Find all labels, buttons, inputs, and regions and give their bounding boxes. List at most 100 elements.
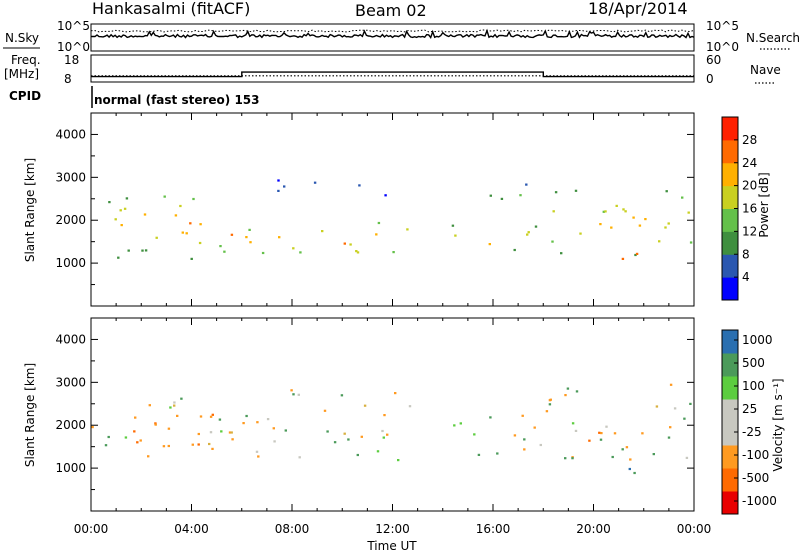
power-colorbar-label: 12 (742, 224, 757, 238)
velocity-data-cell (197, 443, 200, 446)
velocity-colorbar-label: 100 (742, 379, 765, 393)
station-title: Hankasalmi (fitACF) (92, 0, 250, 18)
velocity-colorbar-label: 25 (742, 402, 757, 416)
freq-panel-frame (90, 54, 695, 83)
velocity-data-cell (360, 435, 363, 438)
velocity-ytick-label: 3000 (55, 375, 86, 389)
noise-right-tick-top: 10^5 (706, 19, 739, 33)
power-data-cell (190, 257, 193, 260)
velocity-data-cell (549, 398, 552, 401)
velocity-data-cell (220, 430, 223, 433)
power-data-cell (358, 184, 361, 187)
velocity-data-cell (292, 393, 295, 396)
velocity-data-cell (564, 457, 567, 460)
time-tick-label: 12:00 (375, 522, 410, 536)
velocity-colorbar-swatch (722, 330, 738, 354)
noise-sky-line (90, 28, 695, 39)
power-ytick-label: 2000 (55, 213, 86, 227)
power-data-cell (141, 249, 144, 252)
velocity-data-cell (669, 383, 673, 386)
cpid-value: normal (fast stereo) 153 (94, 93, 260, 107)
power-data-cell (299, 251, 302, 254)
velocity-data-cell (477, 453, 481, 456)
power-ylabel: Slant Range [km] (23, 158, 37, 262)
velocity-data-cell (176, 414, 179, 417)
velocity-data-cell (266, 418, 270, 421)
power-data-cell (321, 230, 324, 233)
power-data-cell (123, 207, 127, 210)
power-data-cell (634, 253, 637, 257)
power-data-cell (554, 191, 558, 194)
velocity-data-cell (453, 424, 456, 427)
velocity-data-cell (197, 432, 200, 436)
time-tick-label: 00:00 (74, 522, 109, 536)
beam-title: Beam 02 (355, 1, 427, 20)
velocity-colorbar-label: -500 (742, 471, 769, 485)
velocity-data-cell (326, 430, 329, 433)
velocity-data-cell (571, 457, 574, 460)
power-colorbar-swatch (722, 139, 738, 164)
power-data-cell (519, 194, 522, 197)
velocity-colorbar-swatch (722, 491, 738, 515)
power-data-cell (513, 248, 516, 252)
velocity-data-cell (124, 436, 128, 439)
power-data-cell (181, 231, 184, 234)
velocity-data-cell (408, 405, 412, 408)
velocity-data-cell (383, 414, 386, 417)
velocity-data-cell (611, 455, 614, 459)
power-data-cell (155, 236, 158, 239)
power-data-cell (261, 251, 265, 255)
velocity-data-cell (564, 394, 567, 397)
time-axis: 00:00 04:00 08:00 12:00 16:00 20:00 00:00 (74, 522, 712, 536)
velocity-data-cell (459, 422, 462, 425)
velocity-colorbar-swatch (722, 468, 738, 492)
velocity-data-cell (245, 414, 248, 418)
velocity-data-cell (298, 456, 301, 459)
velocity-data-cell (545, 410, 549, 413)
velocity-data-cell (256, 421, 259, 424)
power-colorbar-swatch (722, 117, 738, 141)
velocity-data-cell (667, 436, 671, 439)
power-data-cell (689, 241, 693, 244)
velocity-data-cell (173, 404, 176, 407)
power-data-cell (277, 189, 280, 192)
velocity-colorbar-swatch (722, 422, 738, 446)
power-data-cell (277, 179, 280, 182)
velocity-scatter (91, 383, 692, 475)
date-title: 18/Apr/2014 (588, 0, 688, 18)
velocity-data-cell (600, 432, 603, 435)
power-ytick-label: 4000 (55, 127, 86, 141)
velocity-data-cell (496, 452, 499, 455)
velocity-colorbar-label: Velocity [m s⁻¹] (771, 378, 785, 471)
velocity-data-cell (343, 432, 346, 435)
power-colorbar-label: 8 (742, 247, 750, 261)
velocity-data-cell (133, 430, 136, 433)
power-colorbar-label: 20 (742, 179, 757, 193)
power-data-cell (349, 243, 352, 246)
velocity-data-cell (673, 407, 677, 410)
velocity-ytick-label: 2000 (55, 418, 86, 432)
power-data-cell (278, 236, 281, 239)
power-data-cell (644, 218, 647, 221)
power-colorbar-swatch (722, 254, 738, 278)
velocity-data-cell (574, 429, 578, 432)
velocity-colorbar-label: 1000 (742, 333, 773, 347)
power-data-cell (249, 241, 252, 244)
velocity-panel: 1000 2000 3000 4000 Slant Range [km] 1000 50… (23, 317, 785, 515)
velocity-data-cell (625, 446, 629, 449)
power-data-cell (534, 225, 538, 228)
power-data-cell (552, 210, 555, 213)
power-colorbar-swatch (722, 162, 738, 187)
power-data-cell (313, 181, 317, 184)
power-data-cell (343, 242, 346, 245)
power-ytick-label: 1000 (55, 256, 86, 270)
velocity-data-cell (107, 435, 110, 439)
power-colorbar-label: Power [dB] (757, 172, 771, 237)
power-data-cell (635, 252, 639, 255)
power-data-cell (120, 224, 123, 227)
time-tick-label: 04:00 (174, 522, 209, 536)
velocity-data-cell (228, 431, 232, 434)
velocity-data-cell (199, 415, 203, 418)
noise-panel-frame (90, 23, 695, 52)
velocity-data-cell (356, 453, 359, 457)
